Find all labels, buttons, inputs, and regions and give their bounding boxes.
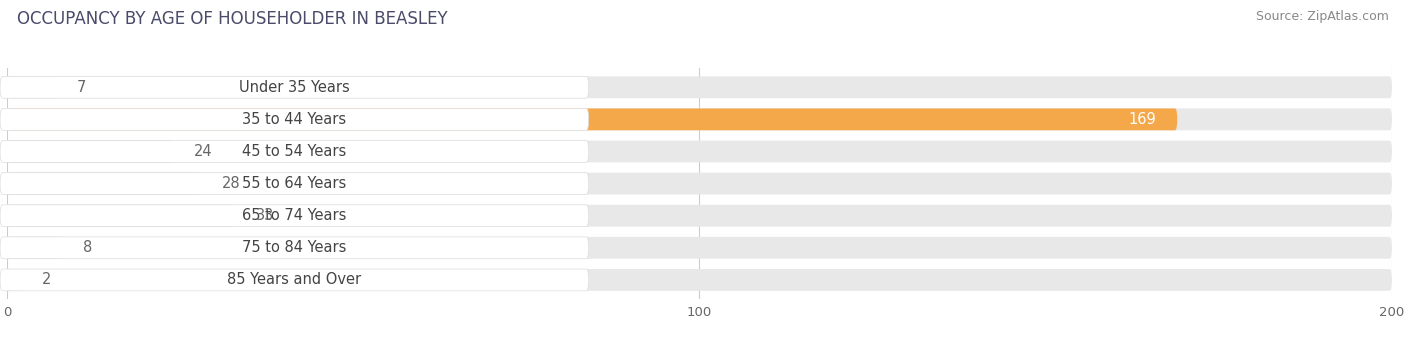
- FancyBboxPatch shape: [0, 205, 589, 227]
- FancyBboxPatch shape: [7, 205, 236, 227]
- FancyBboxPatch shape: [0, 76, 589, 98]
- FancyBboxPatch shape: [7, 76, 55, 98]
- FancyBboxPatch shape: [7, 173, 1392, 194]
- Text: 8: 8: [83, 240, 93, 255]
- Text: 75 to 84 Years: 75 to 84 Years: [242, 240, 347, 255]
- Text: Under 35 Years: Under 35 Years: [239, 80, 350, 95]
- FancyBboxPatch shape: [0, 140, 589, 163]
- FancyBboxPatch shape: [7, 108, 1177, 130]
- Text: 33: 33: [256, 208, 274, 223]
- FancyBboxPatch shape: [7, 237, 1392, 259]
- FancyBboxPatch shape: [7, 205, 1392, 227]
- Text: 45 to 54 Years: 45 to 54 Years: [242, 144, 346, 159]
- Text: 24: 24: [194, 144, 212, 159]
- Text: 28: 28: [222, 176, 240, 191]
- FancyBboxPatch shape: [7, 237, 62, 259]
- Text: 7: 7: [76, 80, 86, 95]
- FancyBboxPatch shape: [7, 108, 1392, 130]
- Text: 55 to 64 Years: 55 to 64 Years: [242, 176, 346, 191]
- FancyBboxPatch shape: [0, 269, 589, 291]
- FancyBboxPatch shape: [7, 269, 21, 291]
- Text: 2: 2: [42, 272, 51, 287]
- FancyBboxPatch shape: [7, 140, 173, 163]
- Text: 169: 169: [1129, 112, 1157, 127]
- FancyBboxPatch shape: [0, 108, 589, 130]
- FancyBboxPatch shape: [7, 140, 1392, 163]
- FancyBboxPatch shape: [7, 269, 1392, 291]
- FancyBboxPatch shape: [0, 173, 589, 194]
- Text: OCCUPANCY BY AGE OF HOUSEHOLDER IN BEASLEY: OCCUPANCY BY AGE OF HOUSEHOLDER IN BEASL…: [17, 10, 447, 28]
- FancyBboxPatch shape: [7, 173, 201, 194]
- Text: Source: ZipAtlas.com: Source: ZipAtlas.com: [1256, 10, 1389, 23]
- Text: 85 Years and Over: 85 Years and Over: [228, 272, 361, 287]
- FancyBboxPatch shape: [0, 237, 589, 259]
- FancyBboxPatch shape: [7, 76, 1392, 98]
- Text: 35 to 44 Years: 35 to 44 Years: [242, 112, 346, 127]
- Text: 65 to 74 Years: 65 to 74 Years: [242, 208, 347, 223]
